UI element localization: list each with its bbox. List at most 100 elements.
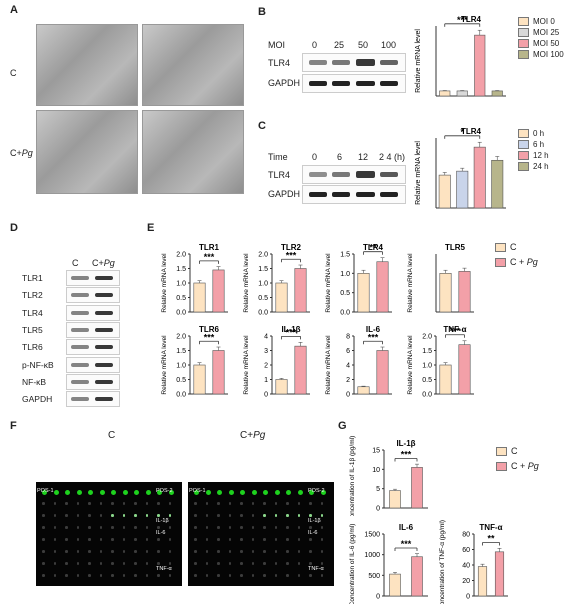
- blot-band: [71, 397, 89, 402]
- bar: [456, 90, 468, 97]
- y-axis-label: Concentration of IL-1β (pg/ml): [349, 436, 356, 516]
- significance-label: ***: [204, 332, 215, 342]
- bar: [473, 146, 486, 209]
- array-spot: [76, 514, 79, 517]
- chart-e-7: IL-6 0 2 4 6 8 *** Relative mRNA level: [325, 325, 392, 399]
- moi-value-0: 0: [312, 40, 318, 50]
- array-spot: [274, 526, 277, 529]
- y-tick-label: 2.0: [176, 252, 186, 259]
- blot-d-col-pg: C+Pg: [92, 258, 115, 268]
- y-tick-label: 5: [376, 486, 380, 493]
- blot-d-lane-strip: [66, 356, 120, 373]
- y-tick-label: 6: [346, 348, 350, 355]
- array-spot: [263, 562, 266, 565]
- array-spot: [76, 490, 82, 495]
- cytokine-array-control: POS-1 POS-2 IL-1β IL-6 TNF-α: [36, 482, 182, 586]
- y-tick-label: 0.5: [176, 377, 186, 384]
- array-spot: [217, 490, 222, 495]
- significance-label: ***: [450, 326, 461, 336]
- y-tick-label: 8: [346, 334, 350, 341]
- y-axis-label: Concentration of TNF-α (pg/ml): [439, 520, 446, 604]
- chart-title: TLR5: [445, 243, 466, 252]
- blot-d-lane-strip: [66, 304, 120, 321]
- array-spot: [134, 526, 137, 529]
- array-spot: [286, 574, 289, 577]
- array-spot: [309, 574, 312, 577]
- y-tick-label: 0.0: [422, 392, 432, 399]
- y-tick-label: 0.0: [258, 310, 268, 317]
- array-spot: [53, 562, 56, 565]
- array-spot: [111, 514, 114, 517]
- array-spot: [217, 502, 220, 505]
- array-spot: [42, 514, 45, 517]
- array-spot: [88, 490, 93, 495]
- array-spot: [251, 502, 254, 505]
- y-tick-label: 20: [462, 578, 470, 585]
- legend-c-item: 6 h: [518, 139, 549, 150]
- blot-b-row-tlr4: TLR4: [268, 58, 291, 68]
- array-spot: [320, 562, 323, 565]
- legend-c-item: 24 h: [518, 161, 549, 172]
- array-spot: [42, 502, 45, 505]
- array-spot: [205, 502, 208, 505]
- bar: [357, 273, 370, 313]
- bar: [193, 364, 206, 395]
- array-spot: [76, 550, 79, 553]
- array-spot: [286, 490, 291, 495]
- array-spot: [76, 562, 79, 565]
- array-spot: [134, 538, 137, 541]
- y-tick-label: 1.0: [258, 281, 268, 288]
- blot-b-tlr4: [302, 53, 406, 72]
- array-label: IL-6: [156, 530, 166, 536]
- array-spot: [168, 514, 171, 517]
- bar: [474, 34, 486, 97]
- array-spot: [217, 526, 220, 529]
- y-tick-label: 1.0: [176, 281, 186, 288]
- array-spot: [168, 502, 171, 505]
- array-spot: [309, 526, 312, 529]
- blot-band: [71, 379, 89, 384]
- bar: [376, 261, 389, 313]
- legend-g: C C + Pg: [496, 444, 539, 474]
- array-spot: [122, 490, 128, 495]
- bar: [389, 490, 401, 509]
- y-tick-label: 80: [462, 532, 470, 539]
- y-tick-label: 4: [346, 363, 350, 370]
- time-value-1: 6: [337, 152, 343, 162]
- blot-d-row-label: TLR2: [22, 290, 43, 301]
- array-spot: [99, 514, 102, 517]
- array-label: TNF-α: [156, 566, 172, 572]
- array-label: POS-2: [308, 488, 325, 494]
- array-spot: [145, 562, 148, 565]
- array-spot: [111, 502, 114, 505]
- panel-label-b: B: [258, 6, 266, 18]
- blot-band: [95, 345, 113, 350]
- array-spot: [111, 526, 114, 529]
- array-spot: [240, 574, 243, 577]
- array-spot: [168, 574, 171, 577]
- array-spot: [157, 490, 162, 495]
- time-value-0: 0: [312, 152, 318, 162]
- array-spot: [274, 514, 277, 517]
- array-spot: [65, 562, 68, 565]
- array-spot: [76, 574, 79, 577]
- blot-band: [95, 293, 113, 298]
- y-axis-label: Relative mRNA level: [325, 335, 332, 395]
- y-tick-label: 0.5: [176, 295, 186, 302]
- array-spot: [99, 526, 102, 529]
- array-spot: [134, 550, 137, 553]
- y-tick-label: 1.5: [176, 266, 186, 273]
- y-tick-label: 0: [376, 594, 380, 601]
- array-spot: [240, 550, 243, 553]
- blot-c-tlr4: [302, 165, 406, 184]
- array-spot: [309, 550, 312, 553]
- chart-title: TLR2: [281, 243, 302, 252]
- blot-d-lane-strip: [66, 287, 120, 304]
- y-tick-label: 10: [372, 467, 380, 474]
- array-spot: [297, 490, 303, 495]
- chart-b: TLR4*** Relative mRNA level: [415, 15, 506, 97]
- array-spot: [297, 538, 300, 541]
- array-spot: [157, 562, 160, 565]
- array-spot: [134, 502, 137, 505]
- significance-label: **: [369, 243, 377, 253]
